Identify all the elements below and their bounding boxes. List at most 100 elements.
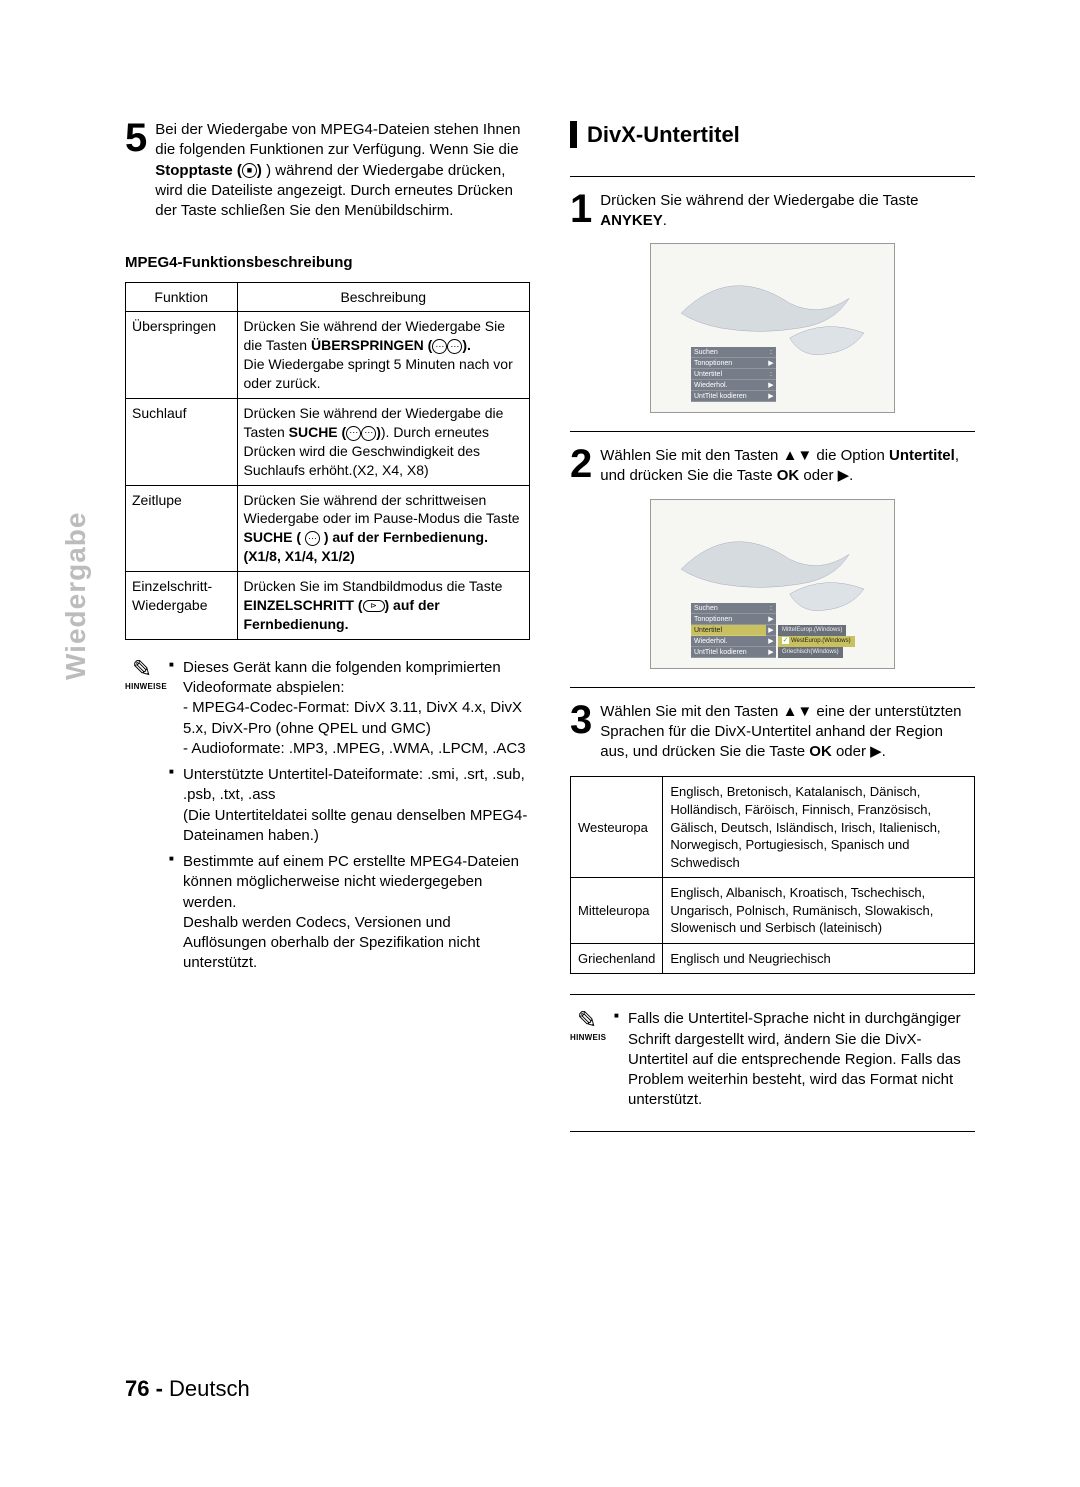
step-text: Wählen Sie mit den Tasten ▲▼ eine der un… bbox=[600, 702, 975, 763]
search-back-icon: ⋯ bbox=[346, 426, 361, 441]
text: Deshalb werden Codecs, Versionen und Auf… bbox=[183, 914, 480, 972]
text: oder ▶. bbox=[799, 467, 853, 484]
section-title: DivX-Untertitel bbox=[570, 120, 975, 150]
check-icon: ✓ bbox=[782, 637, 789, 644]
step-number: 1 bbox=[570, 191, 592, 227]
menu-arrow-icon: ▶ bbox=[766, 391, 776, 402]
right-column: DivX-Untertitel 1 Drücken Sie während de… bbox=[570, 120, 975, 1146]
text: - Audioformate: .MP3, .MPEG, .WMA, .LPCM… bbox=[183, 740, 526, 757]
func-desc: Drücken Sie im Standbildmodus die Taste … bbox=[237, 572, 530, 640]
table-row: Zeitlupe Drücken Sie während der schritt… bbox=[126, 485, 530, 572]
text: Unterstützte Untertitel-Dateiformate: .s… bbox=[183, 766, 525, 803]
text: . bbox=[663, 212, 667, 229]
divider bbox=[570, 1131, 975, 1132]
side-tab: Wiedergabe bbox=[60, 512, 92, 680]
stop-icon: ■ bbox=[242, 163, 257, 178]
bold-text: Stopptaste ( bbox=[155, 162, 242, 179]
page-footer: 76 - Deutsch bbox=[125, 1376, 250, 1402]
list-item: Bestimmte auf einem PC erstellte MPEG4-D… bbox=[169, 852, 530, 974]
step-text: Wählen Sie mit den Tasten ▲▼ die Option … bbox=[600, 446, 975, 487]
bold-text: ANYKEY bbox=[600, 212, 663, 229]
region-cell: Griechenland bbox=[571, 943, 663, 974]
step-3: 3 Wählen Sie mit den Tasten ▲▼ eine der … bbox=[570, 702, 975, 763]
region-cell: Mitteleuropa bbox=[571, 878, 663, 944]
osd-menu: Suchen: Tonoptionen▶ Untertitel: Wiederh… bbox=[691, 347, 776, 402]
text: oder ▶. bbox=[832, 743, 886, 760]
bold-text: EINZELSCHRITT ( bbox=[244, 597, 363, 613]
bold-text: SUCHE ( bbox=[244, 529, 305, 545]
func-name: Überspringen bbox=[126, 312, 238, 399]
text: (Die Untertiteldatei sollte genau densel… bbox=[183, 807, 527, 844]
text: Dieses Gerät kann die folgenden komprimi… bbox=[183, 659, 501, 696]
table-row: Suchlauf Drücken Sie während der Wiederg… bbox=[126, 398, 530, 485]
list-item: Dieses Gerät kann die folgenden komprimi… bbox=[169, 658, 530, 759]
menu-item-selected: Untertitel bbox=[691, 625, 766, 636]
langs-cell: Englisch und Neugriechisch bbox=[663, 943, 975, 974]
left-column: 5 Bei der Wiedergabe von MPEG4-Dateien s… bbox=[125, 120, 530, 1146]
menu-arrow-icon: ▶ bbox=[766, 380, 776, 391]
menu-option: Griechisch(Windows) bbox=[778, 647, 843, 658]
text: Die Wiedergabe springt 5 Minuten nach vo… bbox=[244, 356, 513, 391]
langs-cell: Englisch, Bretonisch, Katalanisch, Dänis… bbox=[663, 777, 975, 878]
menu-arrow-icon: ▶ bbox=[766, 625, 776, 636]
table-row: Überspringen Drücken Sie während der Wie… bbox=[126, 312, 530, 399]
step-number: 2 bbox=[570, 446, 592, 482]
step-2: 2 Wählen Sie mit den Tasten ▲▼ die Optio… bbox=[570, 446, 975, 487]
screenshot-1: Suchen: Tonoptionen▶ Untertitel: Wiederh… bbox=[650, 243, 895, 413]
language-table: Westeuropa Englisch, Bretonisch, Katalan… bbox=[570, 776, 975, 974]
note-label: HINWEIS bbox=[570, 1033, 604, 1044]
bullet-list: Dieses Gerät kann die folgenden komprimi… bbox=[169, 658, 530, 980]
bold-text: ). bbox=[462, 337, 471, 353]
title-bar-icon bbox=[570, 121, 577, 148]
func-name: Suchlauf bbox=[126, 398, 238, 485]
menu-arrow-icon: ▶ bbox=[766, 647, 776, 658]
step-number: 5 bbox=[125, 120, 147, 156]
function-table: Funktion Beschreibung Überspringen Drück… bbox=[125, 282, 530, 640]
func-desc: Drücken Sie während der Wiedergabe die T… bbox=[237, 398, 530, 485]
menu-item: Wiederhol. bbox=[691, 636, 766, 647]
menu-option: MittelEurop.(Windows) bbox=[778, 625, 846, 636]
note-symbol-icon: ✎ bbox=[125, 658, 159, 682]
menu-item: Wiederhol. bbox=[691, 380, 766, 391]
bold-text: OK bbox=[777, 467, 800, 484]
text: Bei der Wiedergabe von MPEG4-Dateien ste… bbox=[155, 121, 520, 158]
table-heading: MPEG4-Funktionsbeschreibung bbox=[125, 253, 530, 273]
func-desc: Drücken Sie während der schrittweisen Wi… bbox=[237, 485, 530, 572]
text: Wählen Sie mit den Tasten ▲▼ eine der un… bbox=[600, 703, 961, 761]
func-desc: Drücken Sie während der Wiedergabe Sie d… bbox=[237, 312, 530, 399]
menu-arrow-icon: ▶ bbox=[766, 636, 776, 647]
skip-fwd-icon: ⋯ bbox=[447, 339, 462, 354]
menu-option-selected: ✓WestEurop.(Windows) bbox=[778, 636, 855, 647]
text: Drücken Sie im Standbildmodus die Taste bbox=[244, 578, 503, 594]
list-item: Unterstützte Untertitel-Dateiformate: .s… bbox=[169, 765, 530, 846]
divider bbox=[570, 431, 975, 432]
menu-item: Tonoptionen bbox=[691, 358, 766, 369]
menu-arrow-icon: ▶ bbox=[766, 614, 776, 625]
col-head: Funktion bbox=[126, 282, 238, 312]
func-name: Zeitlupe bbox=[126, 485, 238, 572]
screenshot-2: Suchen: Tonoptionen▶ Untertitel▶MittelEu… bbox=[650, 499, 895, 669]
table-row: Westeuropa Englisch, Bretonisch, Katalan… bbox=[571, 777, 975, 878]
bold-text: OK bbox=[809, 743, 832, 760]
text: Wählen Sie mit den Tasten ▲▼ die Option bbox=[600, 447, 889, 464]
menu-item: UntTitel kodieren bbox=[691, 391, 766, 402]
hinweis-block: ✎ HINWEIS Falls die Untertitel-Sprache n… bbox=[570, 1009, 975, 1116]
table-row: Einzelschritt-Wiedergabe Drücken Sie im … bbox=[126, 572, 530, 640]
table-row: Mitteleuropa Englisch, Albanisch, Kroati… bbox=[571, 878, 975, 944]
menu-arrow-icon: ▶ bbox=[766, 358, 776, 369]
func-name: Einzelschritt-Wiedergabe bbox=[126, 572, 238, 640]
table-row: Griechenland Englisch und Neugriechisch bbox=[571, 943, 975, 974]
title-text: DivX-Untertitel bbox=[587, 120, 740, 150]
page-number: 76 - bbox=[125, 1376, 163, 1401]
search-fwd-icon: ⋯ bbox=[305, 531, 320, 546]
menu-item: Suchen bbox=[691, 603, 766, 614]
langs-cell: Englisch, Albanisch, Kroatisch, Tschechi… bbox=[663, 878, 975, 944]
region-cell: Westeuropa bbox=[571, 777, 663, 878]
osd-menu: Suchen: Tonoptionen▶ Untertitel▶MittelEu… bbox=[691, 603, 855, 658]
step-5: 5 Bei der Wiedergabe von MPEG4-Dateien s… bbox=[125, 120, 530, 223]
step-text: Bei der Wiedergabe von MPEG4-Dateien ste… bbox=[155, 120, 530, 223]
text: Bestimmte auf einem PC erstellte MPEG4-D… bbox=[183, 853, 519, 911]
col-head: Beschreibung bbox=[237, 282, 530, 312]
bold-text: ÜBERSPRINGEN ( bbox=[311, 337, 432, 353]
text: WestEurop.(Windows) bbox=[791, 638, 851, 644]
